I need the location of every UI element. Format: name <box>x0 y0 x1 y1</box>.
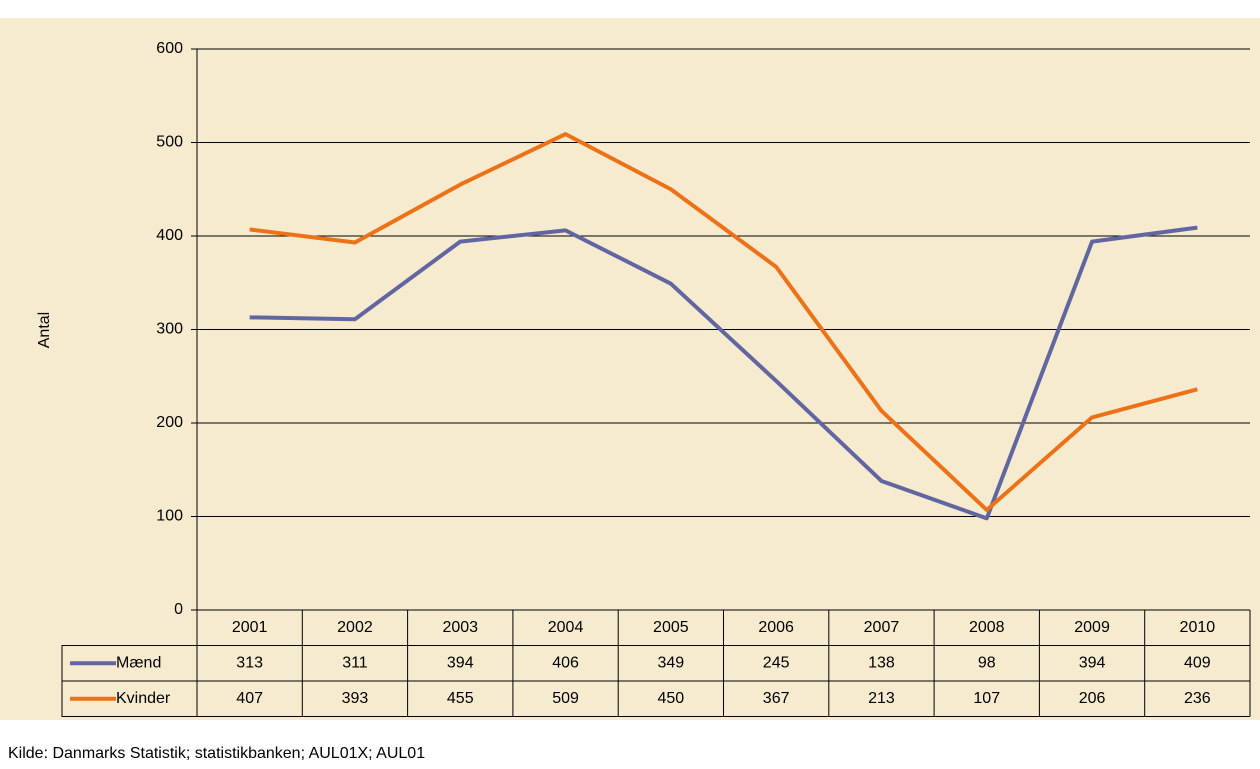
chart-background <box>0 18 1260 720</box>
y-tick-label: 300 <box>156 321 183 338</box>
y-tick-label: 400 <box>156 227 183 244</box>
table-value: 367 <box>763 690 790 707</box>
table-value: 450 <box>657 690 684 707</box>
table-value: 236 <box>1184 690 1211 707</box>
table-value: 107 <box>973 690 1000 707</box>
x-tick-label: 2002 <box>337 619 373 636</box>
y-tick-label: 200 <box>156 414 183 431</box>
y-tick-label: 600 <box>156 40 183 57</box>
y-tick-label: 100 <box>156 508 183 525</box>
x-tick-label: 2004 <box>548 619 584 636</box>
table-value: 313 <box>236 654 263 671</box>
source: Kilde: Danmarks Statistik; statistikbank… <box>8 745 425 762</box>
table-value: 138 <box>868 654 895 671</box>
table-value: 393 <box>342 690 369 707</box>
x-tick-label: 2006 <box>758 619 794 636</box>
table-value: 98 <box>978 654 996 671</box>
legend-label: Kvinder <box>116 690 171 707</box>
table-value: 509 <box>552 690 579 707</box>
table-value: 406 <box>552 654 579 671</box>
y-tick-label: 0 <box>174 601 183 618</box>
x-tick-label: 2009 <box>1074 619 1110 636</box>
table-value: 407 <box>236 690 263 707</box>
table-value: 394 <box>447 654 474 671</box>
series-line <box>249 225 1198 521</box>
table-value: 455 <box>447 690 474 707</box>
x-tick-label: 2008 <box>969 619 1005 636</box>
x-tick-label: 2010 <box>1180 619 1216 636</box>
x-tick-label: 2005 <box>653 619 689 636</box>
x-tick-label: 2007 <box>864 619 900 636</box>
table-value: 206 <box>1079 690 1106 707</box>
table-value: 311 <box>342 654 368 671</box>
y-axis-label: Antal <box>36 312 53 348</box>
y-tick-label: 500 <box>156 134 183 151</box>
table-value: 213 <box>868 690 895 707</box>
series-line <box>249 132 1198 512</box>
legend-label: Mænd <box>116 654 161 671</box>
table-value: 409 <box>1184 654 1211 671</box>
table-value: 349 <box>657 654 684 671</box>
x-tick-label: 2003 <box>442 619 478 636</box>
table-value: 394 <box>1079 654 1106 671</box>
x-tick-label: 2001 <box>232 619 268 636</box>
table-value: 245 <box>763 654 790 671</box>
